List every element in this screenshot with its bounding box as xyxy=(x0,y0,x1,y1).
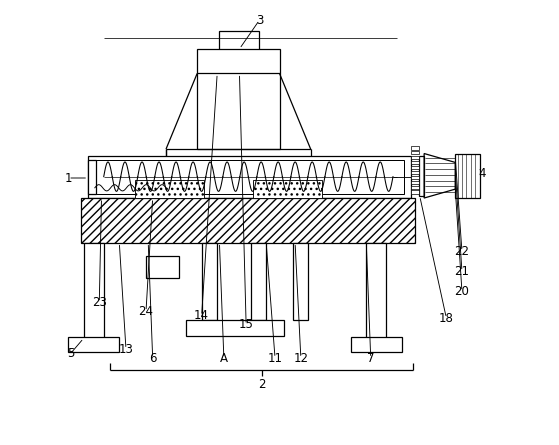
Bar xyxy=(253,180,322,198)
Text: 4: 4 xyxy=(479,167,486,180)
Bar xyxy=(197,49,280,73)
Text: 7: 7 xyxy=(367,352,375,365)
Bar xyxy=(411,190,419,194)
Bar xyxy=(411,181,419,184)
Bar xyxy=(293,243,309,320)
Bar xyxy=(84,243,104,338)
Bar xyxy=(411,171,419,174)
Bar xyxy=(411,176,419,179)
Bar xyxy=(88,156,411,198)
Bar xyxy=(411,161,419,164)
Bar xyxy=(455,154,480,198)
Bar xyxy=(411,146,419,150)
Text: 14: 14 xyxy=(194,309,209,323)
Text: 5: 5 xyxy=(67,347,74,360)
Text: 2: 2 xyxy=(258,378,266,392)
Text: 12: 12 xyxy=(293,352,309,365)
Text: 18: 18 xyxy=(439,312,454,325)
Text: 11: 11 xyxy=(268,352,282,365)
Bar xyxy=(350,337,402,352)
Text: 3: 3 xyxy=(256,13,263,27)
Text: A: A xyxy=(220,352,228,365)
Bar xyxy=(146,256,179,278)
Bar xyxy=(186,320,284,336)
Text: 13: 13 xyxy=(119,343,134,356)
Bar xyxy=(366,243,386,338)
Text: 1: 1 xyxy=(64,171,72,185)
Bar xyxy=(135,180,204,198)
Text: 22: 22 xyxy=(454,245,470,258)
Text: 15: 15 xyxy=(239,318,254,332)
Bar xyxy=(68,337,119,352)
Bar xyxy=(411,186,419,189)
Text: 6: 6 xyxy=(149,352,157,365)
Bar xyxy=(419,156,424,196)
Bar xyxy=(411,151,419,154)
Text: 21: 21 xyxy=(454,265,470,278)
Bar xyxy=(202,243,217,320)
Bar xyxy=(82,198,415,243)
Text: 24: 24 xyxy=(139,305,154,318)
Bar xyxy=(250,243,266,320)
Bar xyxy=(411,166,419,169)
Bar xyxy=(95,160,404,194)
Bar xyxy=(88,160,96,194)
Text: 23: 23 xyxy=(92,296,107,309)
Bar xyxy=(220,31,259,51)
Bar xyxy=(411,156,419,159)
Text: 20: 20 xyxy=(454,285,470,298)
